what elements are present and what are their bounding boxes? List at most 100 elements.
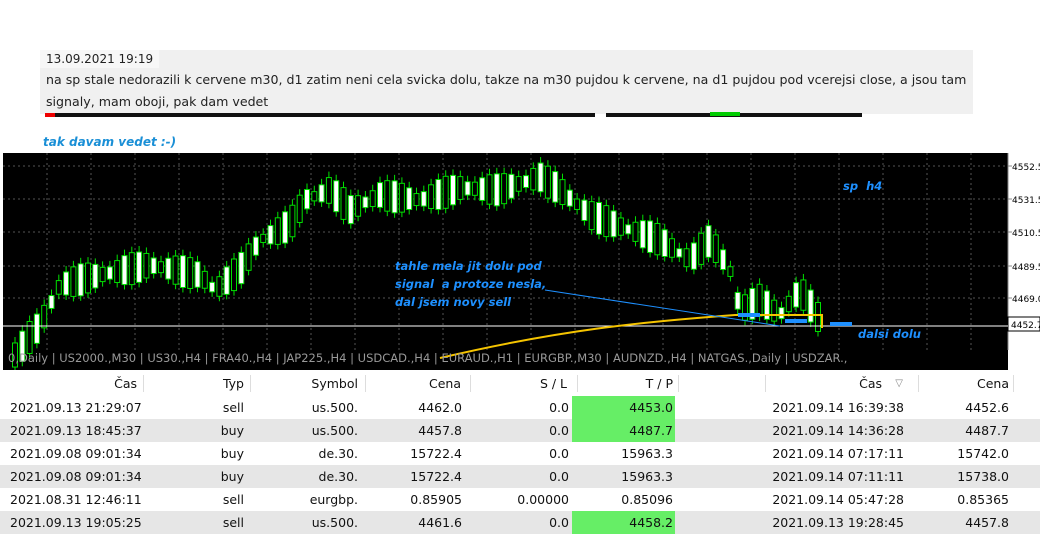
table-cell: eurgbp. [309,492,358,507]
candle [362,196,369,209]
table-cell: 0.85905 [410,492,462,507]
candle [55,280,62,295]
candle [355,195,362,217]
candle [179,255,186,288]
candle [238,251,245,285]
chart-tab[interactable]: NATGAS.,Daily [698,351,781,365]
candle [12,342,18,368]
candle [800,279,807,311]
candle [413,193,420,207]
chart-tab[interactable]: FRA40.,H4 [212,351,272,365]
candle [632,221,639,242]
annotation: signal a protoze nesla, [395,277,546,291]
column-header[interactable]: Cena [976,376,1009,391]
table-cell: 15738.0 [957,469,1009,484]
chart-tab[interactable]: US30.,H4 [147,351,201,365]
price-label: 4510.5 [1012,229,1040,239]
chart-tab[interactable]: USDCAD.,H4 [358,351,431,365]
current-price-box [1007,316,1040,332]
candle [778,307,785,320]
candle [493,173,500,207]
column-header[interactable]: Symbol [311,376,358,391]
candle [610,210,617,238]
column-separator [678,375,679,392]
candle [377,182,383,208]
table-row[interactable]: 2021.09.13 21:29:07 sell us.500. 4462.0 0.0 4… [0,396,1040,419]
chart-tab[interactable]: EURGBP.,M30 [524,351,602,365]
chart-tab[interactable]: JAP225.,H4 [282,351,346,365]
table-row[interactable]: 2021.08.31 12:46:11 sell eurgbp. 0.85905 0.0… [0,488,1040,511]
candle [128,252,135,286]
column-header[interactable]: Čas [859,376,882,391]
strip [55,113,595,117]
candle [201,270,208,289]
chart-tab[interactable]: EURAUD.,H1 [441,351,513,365]
table-cell: us.500. [311,515,358,530]
column-header[interactable]: S / L [539,376,567,391]
table-row[interactable]: 2021.09.08 09:01:34 buy de.30. 15722.4 0.0 15… [0,465,1040,488]
candle [756,283,763,317]
candle [647,220,654,253]
candle [209,281,216,293]
column-separator [918,375,919,392]
price-chart: 4552.5 4531.5 4510.5 4489.5 4469.0 4452.7 sp h… [3,153,1040,370]
column-header[interactable]: Cena [428,376,461,391]
moving-average [439,314,823,359]
column-header[interactable]: Čas [114,376,137,391]
table-row[interactable]: 2021.09.13 19:05:25 sell us.500. 4461.6 0.0 4… [0,511,1040,534]
candle [143,252,150,279]
annotation: sp h4 [843,179,882,193]
candle [720,249,727,271]
column-separator [143,375,144,392]
comment-box: 13.09.2021 19:19 na sp stale nedorazili … [40,50,973,114]
table-cell: 4487.7 [965,423,1009,438]
candle [457,176,464,200]
candle [267,225,274,245]
tab-separator: | [602,351,613,365]
table-cell: buy [220,423,244,438]
candle [19,330,26,362]
candle [661,229,668,257]
candle [815,301,821,333]
table-cell: 0.0 [549,446,569,461]
chart-tab[interactable]: USDZAR., [792,351,847,365]
table-cell: 0.0 [549,423,569,438]
candle [48,295,55,309]
candle [274,217,281,245]
candle [464,181,471,196]
chart-tab[interactable]: 0,Daily [8,351,48,365]
candle [690,242,697,270]
chart-tab[interactable]: AUDNZD.,H4 [613,351,687,365]
table-cell: 15742.0 [957,446,1009,461]
candle [311,191,318,202]
candle [333,180,340,213]
table-cell: 2021.09.13 19:28:45 [772,515,904,530]
table-row[interactable]: 2021.09.08 09:01:34 buy de.30. 15722.4 0.0 15… [0,442,1040,465]
candle [581,199,588,222]
table-cell: 2021.09.14 14:36:28 [772,423,904,438]
candle [406,187,413,211]
column-header[interactable]: T / P [645,376,673,391]
candle [245,243,252,271]
candle [260,233,267,243]
table-cell: sell [222,515,244,530]
candle [136,251,143,283]
column-separator [470,375,471,392]
candle [296,194,303,223]
column-header[interactable]: Typ [222,376,244,391]
candle [559,179,566,206]
candle [450,174,456,206]
tp-highlight [572,511,675,534]
candle [223,266,230,295]
candle [683,248,690,268]
chart-tab[interactable]: US2000.,M30 [59,351,136,365]
table-cell: 4461.6 [418,515,462,530]
candle [106,266,113,280]
table-row[interactable]: 2021.09.13 18:45:37 buy us.500. 4457.8 0.0 44… [0,419,1040,442]
candle [552,171,559,203]
candle [92,263,99,289]
candle [442,175,449,209]
table-cell: 2021.09.08 09:01:34 [10,446,142,461]
candle [26,320,33,354]
candle [304,189,310,210]
